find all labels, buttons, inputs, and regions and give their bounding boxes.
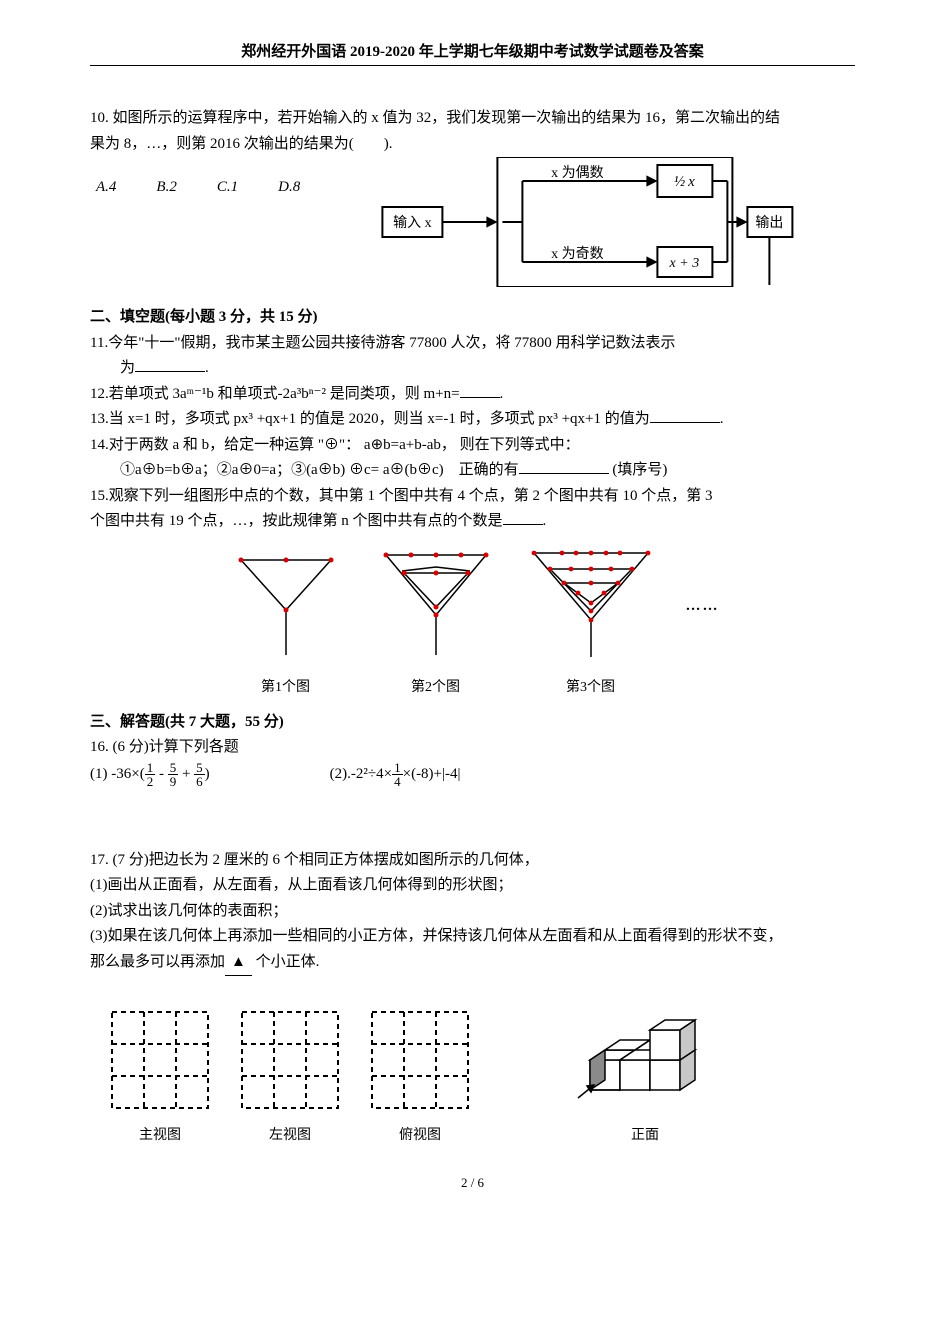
page: 郑州经开外国语 2019-2020 年上学期七年级期中考试数学试题卷及答案 10… <box>0 0 945 1224</box>
flowchart: 输入 x x 为偶数 x 为奇数 ½x x + 3 输出 <box>320 157 855 287</box>
q17-head: 17. (7 分)把边长为 2 厘米的 6 个相同正方体摆成如图所示的几何体， <box>90 848 855 874</box>
q14-blank <box>519 458 609 474</box>
fig2-caption: 第2个图 <box>376 676 496 700</box>
q10-optD: D.8 <box>278 175 300 201</box>
grid-main-svg <box>110 1010 210 1110</box>
q17-3a: (3)如果在该几何体上再添加一些相同的小正方体，并保持该几何体从左面看和从上面看… <box>90 924 855 950</box>
q15-figs: 第1个图 <box>90 545 855 700</box>
fig3: 第3个图 <box>526 545 656 700</box>
q13-blank <box>650 407 720 423</box>
grid-top-caption: 俯视图 <box>370 1124 470 1148</box>
grid-main-caption: 主视图 <box>110 1124 210 1148</box>
q10-line1: 10. 如图所示的运算程序中，若开始输入的 x 值为 32，我们发现第一次输出的… <box>90 106 855 132</box>
q17-3b: 那么最多可以再添加▲ 个小正体. <box>90 950 855 977</box>
q10-body: A.4 B.2 C.1 D.8 <box>90 157 855 287</box>
fig1-caption: 第1个图 <box>226 676 346 700</box>
q14-l2: ①a⊕b=b⊕a；②a⊕0=a；③(a⊕b) ⊕c= a⊕(b⊕c) 正确的有 … <box>90 458 855 484</box>
q15-blank <box>503 509 543 525</box>
grid-left-caption: 左视图 <box>240 1124 340 1148</box>
q16-2: (2).-2²÷4×14×(-8)+|-4| <box>330 761 461 788</box>
flow-plus3: x + 3 <box>669 256 700 271</box>
q12: 12.若单项式 3aᵐ⁻¹b 和单项式-2a³bⁿ⁻² 是同类项，则 m+n=. <box>90 382 855 408</box>
grid-left-svg <box>240 1010 340 1110</box>
q14-l1: 14.对于两数 a 和 b，给定一种运算 "⊕"： a⊕b=a+b-ab， 则在… <box>90 433 855 459</box>
q12-blank <box>460 382 500 398</box>
q10-line2: 果为 8，…，则第 2016 次输出的结果为( ). <box>90 132 855 158</box>
q11-l2: 为. <box>90 356 855 382</box>
grid-top: 俯视图 <box>370 1010 470 1147</box>
iso-svg <box>570 990 720 1110</box>
iso-caption: 正面 <box>570 1124 720 1148</box>
q15-a: 15.观察下列一组图形中点的个数，其中第 1 个图中共有 4 个点，第 2 个图… <box>90 484 855 510</box>
page-title: 郑州经开外国语 2019-2020 年上学期七年级期中考试数学试题卷及答案 <box>90 40 855 66</box>
fig3-svg <box>526 545 656 665</box>
q16-row: (1) -36×(12 - 59 + 56) (2).-2²÷4×14×(-8)… <box>90 761 855 788</box>
q15-b: 个图中共有 19 个点，…，按此规律第 n 个图中共有点的个数是. <box>90 509 855 535</box>
q11-l1: 11.今年"十一"假期，我市某主题公园共接待游客 77800 人次，将 7780… <box>90 331 855 357</box>
q11-blank <box>135 356 205 372</box>
fig2-svg <box>376 545 496 665</box>
q17-blank: ▲ <box>225 950 252 977</box>
q17-2: (2)试求出该几何体的表面积； <box>90 899 855 925</box>
flow-input: 输入 x <box>393 215 432 231</box>
fig3-caption: 第3个图 <box>526 676 656 700</box>
q10-options: A.4 B.2 C.1 D.8 <box>96 175 300 201</box>
q10-optA: A.4 <box>96 175 116 201</box>
fig-dots: …… <box>686 594 720 620</box>
grids-row: 主视图 左视图 <box>110 990 855 1147</box>
page-footer: 2 / 6 <box>90 1172 855 1194</box>
flow-output: 输出 <box>756 215 784 231</box>
fig2: 第2个图 <box>376 545 496 700</box>
fig1: 第1个图 <box>226 545 346 700</box>
q16-head: 16. (6 分)计算下列各题 <box>90 735 855 761</box>
fig1-svg <box>226 545 346 665</box>
q10-optC: C.1 <box>217 175 238 201</box>
grid-top-svg <box>370 1010 470 1110</box>
flow-half: ½x <box>674 174 695 190</box>
grid-left: 左视图 <box>240 1010 340 1147</box>
content: 10. 如图所示的运算程序中，若开始输入的 x 值为 32，我们发现第一次输出的… <box>90 106 855 1194</box>
flow-even: x 为偶数 <box>551 165 604 181</box>
q10-optB: B.2 <box>156 175 176 201</box>
grid-main: 主视图 <box>110 1010 210 1147</box>
flow-odd: x 为奇数 <box>551 245 604 262</box>
q13: 13.当 x=1 时，多项式 px³ +qx+1 的值是 2020，则当 x=-… <box>90 407 855 433</box>
q16-1: (1) -36×(12 - 59 + 56) <box>90 761 210 788</box>
sec3-title: 三、解答题(共 7 大题，55 分) <box>90 710 855 736</box>
sec2-title: 二、填空题(每小题 3 分，共 15 分) <box>90 305 855 331</box>
iso-cubes: 正面 <box>570 990 720 1147</box>
q17-1: (1)画出从正面看，从左面看，从上面看该几何体得到的形状图； <box>90 873 855 899</box>
